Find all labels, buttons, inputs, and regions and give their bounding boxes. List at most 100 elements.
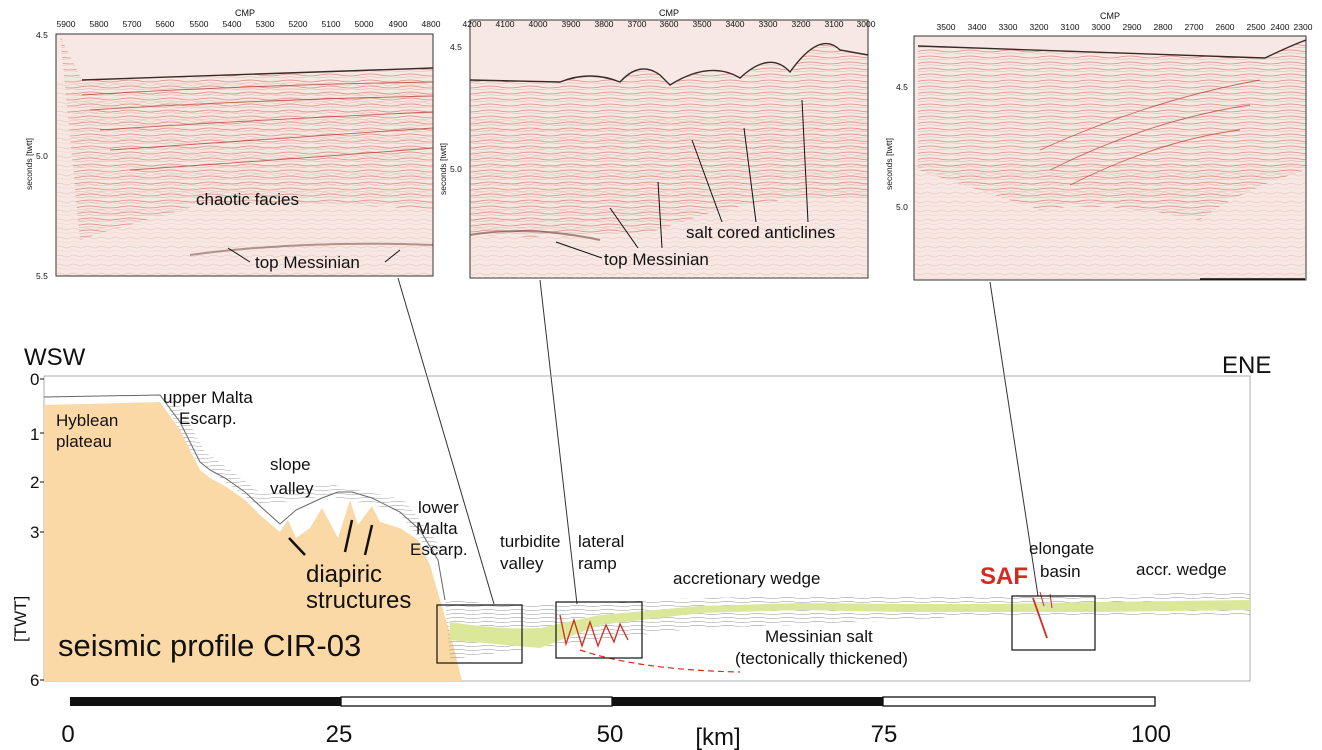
p2-tick: 4100: [496, 19, 515, 29]
p3-tick: 3000: [1092, 22, 1111, 32]
p1-tick: 5900: [57, 19, 76, 29]
p1-tick: 5200: [289, 19, 308, 29]
p3-tick: 2700: [1185, 22, 1204, 32]
p2-tick: 3100: [825, 19, 844, 29]
p3-ytick: 5.0: [896, 202, 908, 212]
profile-section: WSW ENE [TWT] 0 1 2 3 6 Hyblean plateau …: [11, 344, 1271, 690]
label-top-messinian-2: top Messinian: [604, 250, 709, 269]
p2-tick: 3300: [759, 19, 778, 29]
label-lateral: lateral: [578, 532, 624, 551]
scale-segment-black: [612, 697, 883, 706]
scale-bar: 0 25 50 75 100 [km]: [61, 697, 1171, 750]
p1-tick: 4800: [422, 19, 441, 29]
p2-tick: 3000: [857, 19, 876, 29]
direction-ene: ENE: [1222, 352, 1271, 379]
p2-ylabel: seconds [twtt]: [438, 143, 448, 195]
label-basin: basin: [1040, 562, 1081, 581]
label-lower: lower: [418, 498, 459, 517]
p3-tick: 2800: [1154, 22, 1173, 32]
label-accretionary-wedge: accretionary wedge: [673, 569, 820, 588]
label-tectonically-thickened: (tectonically thickened): [735, 649, 908, 668]
p2-tick: 3900: [562, 19, 581, 29]
p1-ylabel: seconds [twtt]: [24, 138, 34, 190]
label-salt-cored-anticlines: salt cored anticlines: [686, 223, 835, 242]
p3-tick: 3300: [999, 22, 1018, 32]
p1-tick: 5500: [190, 19, 209, 29]
label-chaotic-facies: chaotic facies: [196, 190, 299, 209]
p2-tick: 4000: [529, 19, 548, 29]
p3-ylabel: seconds [twtt]: [884, 138, 894, 190]
p1-tick: 5400: [223, 19, 242, 29]
p2-ytick: 4.5: [450, 42, 462, 52]
label-saf: SAF: [980, 563, 1028, 590]
scale-tick-75: 75: [871, 721, 898, 748]
panel-1-cmp-title: CMP: [235, 8, 255, 18]
label-upper-malta-escarp: Escarp.: [179, 409, 237, 428]
p3-tick: 2300: [1294, 22, 1313, 32]
label-ramp: ramp: [578, 554, 617, 573]
p2-tick: 3800: [595, 19, 614, 29]
panel-3-cmp-title: CMP: [1100, 11, 1120, 21]
scale-tick-0: 0: [61, 721, 74, 748]
profile-ytick-1: 1: [30, 425, 39, 444]
connector-lines: [398, 278, 1038, 604]
profile-title: seismic profile CIR-03: [58, 628, 361, 663]
p2-ytick: 5.0: [450, 164, 462, 174]
p2-tick: 3700: [628, 19, 647, 29]
label-slope: slope: [270, 455, 311, 474]
profile-ytick-2: 2: [30, 473, 39, 492]
p2-tick: 3200: [792, 19, 811, 29]
scale-unit: [km]: [695, 724, 740, 750]
p2-tick: 3400: [726, 19, 745, 29]
panel-1-cmp-ticks: 5900 5800 5700 5600 5500 5400 5300 5200 …: [57, 19, 441, 29]
label-diapiric: diapiric: [306, 561, 382, 588]
p3-ytick: 4.5: [896, 82, 908, 92]
panel-2-cmp-title: CMP: [659, 8, 679, 18]
scale-tick-50: 50: [597, 721, 624, 748]
label-elongate: elongate: [1029, 539, 1094, 558]
p1-ytick: 4.5: [36, 30, 48, 40]
direction-wsw: WSW: [24, 344, 86, 371]
p3-tick: 3100: [1061, 22, 1080, 32]
label-escarp: Escarp.: [410, 540, 468, 559]
p3-tick: 2600: [1216, 22, 1235, 32]
label-turbidite-valley: valley: [500, 554, 544, 573]
panel-3-cmp-ticks: 3500 3400 3300 3200 3100 3000 2900 2800 …: [937, 22, 1313, 32]
label-valley: valley: [270, 479, 314, 498]
p1-tick: 5600: [156, 19, 175, 29]
scale-segment-black: [70, 697, 341, 706]
connector-line: [540, 280, 577, 604]
p1-ytick: 5.5: [36, 271, 48, 281]
p3-tick: 3400: [968, 22, 987, 32]
seismic-panel-2: CMP 4200 4100 4000 3900 3800 3700 3600 3…: [438, 8, 876, 278]
lateral-ramp-detachment: [580, 650, 740, 672]
p3-tick: 2400: [1271, 22, 1290, 32]
p1-ytick: 5.0: [36, 151, 48, 161]
p1-tick: 4900: [389, 19, 408, 29]
scale-tick-100: 100: [1131, 721, 1171, 748]
label-top-messinian-1: top Messinian: [255, 253, 360, 272]
seismic-panel-1: CMP 5900 5800 5700 5600 5500 5400 5300 5…: [24, 8, 441, 281]
profile-ytick-0: 0: [30, 370, 39, 389]
profile-ytick-3: 3: [30, 523, 39, 542]
scale-segment-white: [341, 697, 612, 706]
label-hyblean: Hyblean: [56, 411, 118, 430]
label-messinian-salt: Messinian salt: [765, 627, 873, 646]
label-malta: Malta: [416, 519, 458, 538]
label-structures: structures: [306, 587, 411, 614]
profile-y-axis-label: [TWT]: [11, 596, 30, 642]
p1-tick: 5100: [322, 19, 341, 29]
label-plateau: plateau: [56, 432, 112, 451]
label-accr-wedge: accr. wedge: [1136, 560, 1227, 579]
p1-tick: 5700: [123, 19, 142, 29]
p2-tick: 3500: [693, 19, 712, 29]
p3-tick: 2500: [1247, 22, 1266, 32]
scale-tick-25: 25: [326, 721, 353, 748]
p2-tick: 4200: [463, 19, 482, 29]
seismic-panel-3: CMP 3500 3400 3300 3200 3100 3000 2900 2…: [884, 11, 1313, 280]
p3-tick: 3500: [937, 22, 956, 32]
p3-tick: 2900: [1123, 22, 1142, 32]
p1-tick: 5300: [256, 19, 275, 29]
p1-tick: 5800: [90, 19, 109, 29]
